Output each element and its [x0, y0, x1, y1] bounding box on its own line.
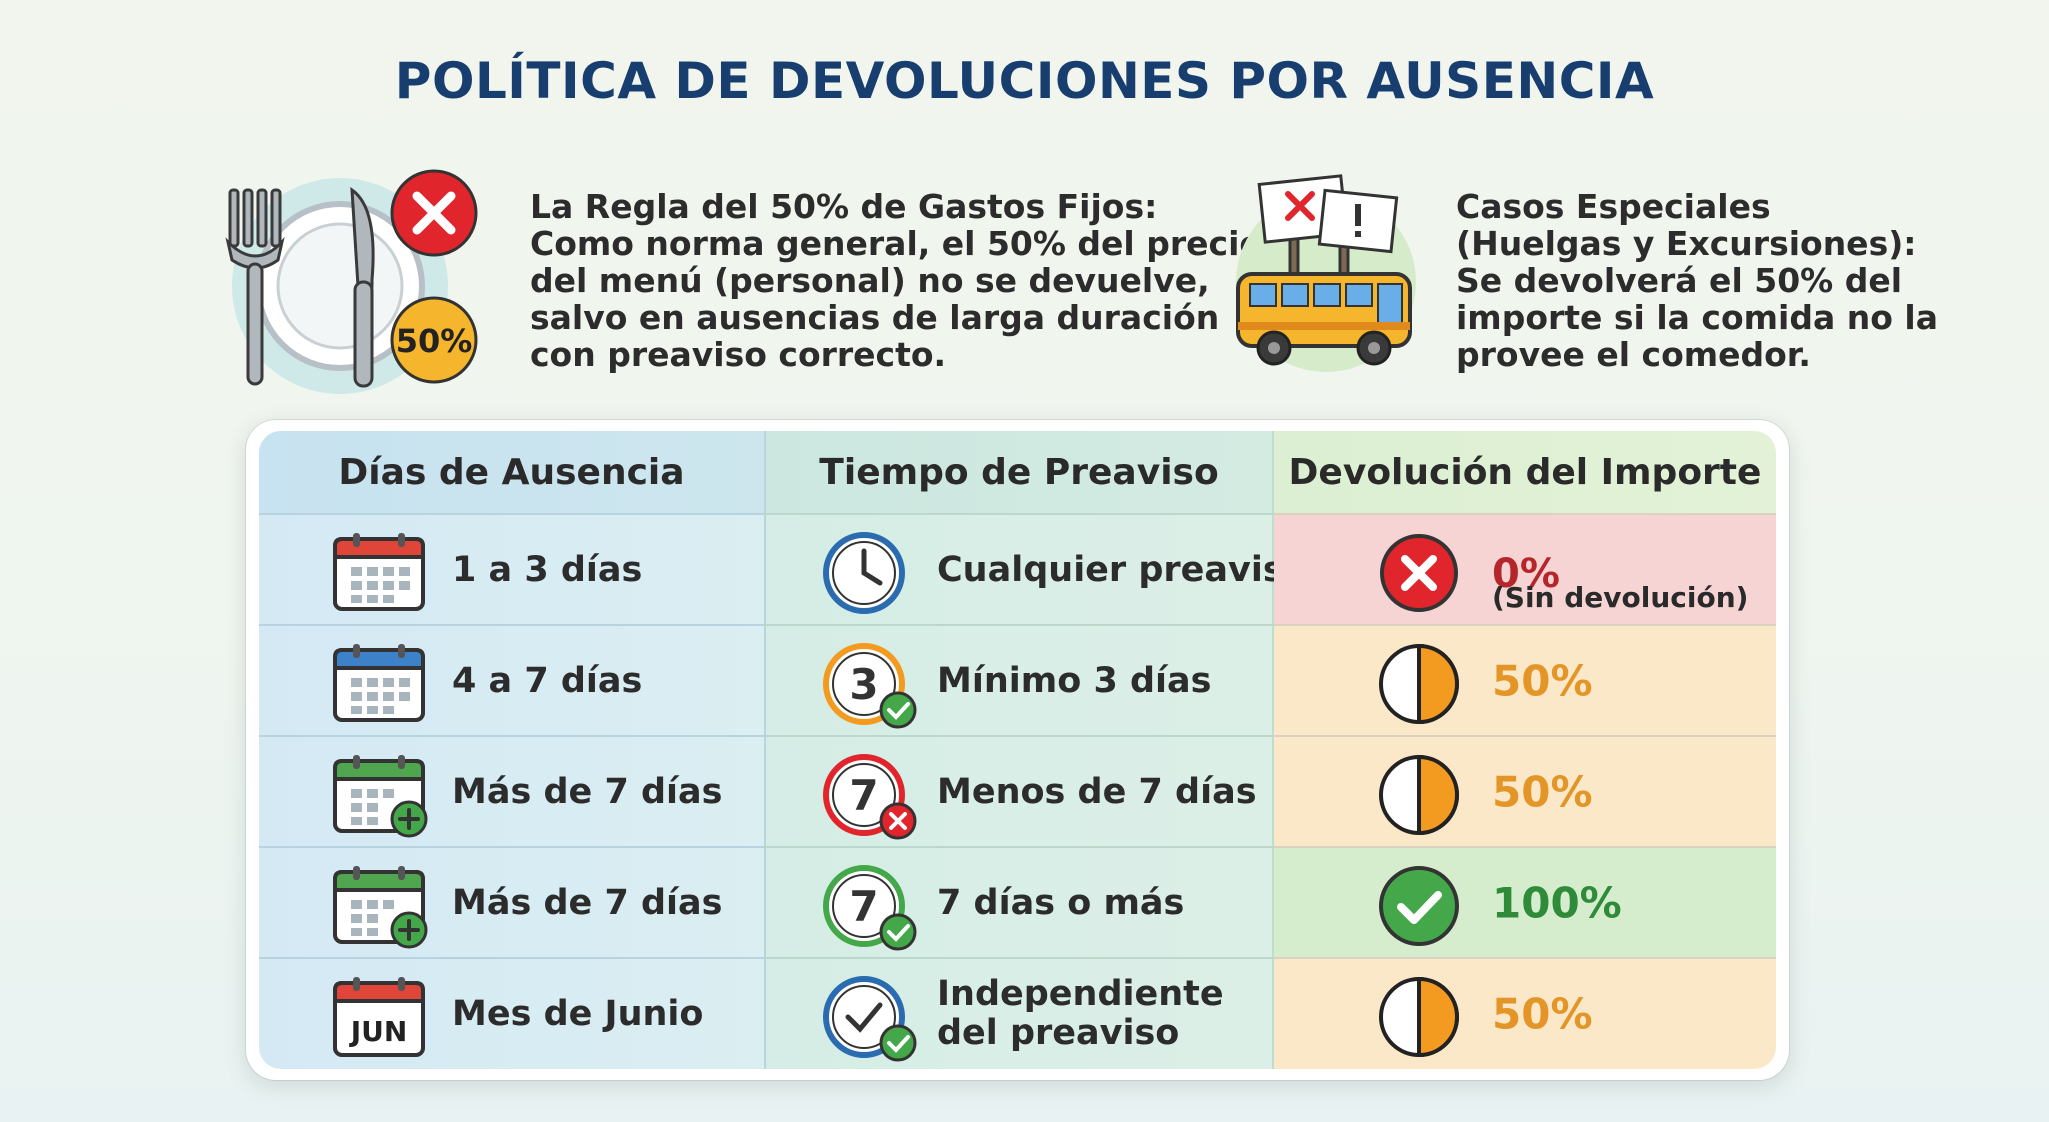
header-refund: Devolución del Importe	[1274, 431, 1776, 513]
refund-percentage: 50%	[1492, 767, 1593, 816]
header-days: Días de Ausencia	[259, 431, 766, 513]
half-circle-icon	[1377, 753, 1467, 841]
calendar-plus-icon	[331, 755, 435, 843]
calendar-icon	[331, 533, 427, 617]
check-circle-icon	[1377, 864, 1467, 952]
days-label: 1 a 3 días	[452, 549, 643, 590]
table-row: 4 a 7 días	[259, 624, 766, 735]
notice-label: Cualquier preaviso	[937, 549, 1308, 590]
table-row: 50%	[1274, 624, 1776, 735]
calendar-june-icon: JUN	[331, 977, 427, 1063]
days-label: Más de 7 días	[452, 771, 723, 812]
days-label: 4 a 7 días	[452, 660, 643, 701]
table-row: Independiente del preaviso	[766, 957, 1274, 1069]
calendar-icon	[331, 644, 427, 728]
timer-check-icon: 7	[818, 864, 922, 958]
half-circle-icon	[1377, 642, 1467, 730]
x-circle-icon	[1377, 531, 1467, 619]
table-row: 1 a 3 días	[259, 513, 766, 624]
refund-percentage: 0%	[1492, 551, 1560, 597]
table-row: 0% (Sin devolución)	[1274, 513, 1776, 624]
table-row: 50%	[1274, 735, 1776, 846]
days-label: Mes de Junio	[452, 994, 704, 1034]
svg-text:7: 7	[849, 771, 878, 820]
timer-x-icon: 7	[818, 753, 922, 847]
svg-text:7: 7	[849, 882, 878, 931]
svg-text:3: 3	[849, 660, 878, 709]
half-circle-icon	[1377, 975, 1467, 1063]
table-row: Cualquier preaviso	[766, 513, 1308, 624]
special-cases-text: Casos Especiales (Huelgas y Excursiones)…	[1456, 187, 1938, 374]
days-label: Más de 7 días	[452, 882, 723, 923]
clock-icon	[818, 531, 918, 621]
fixed-cost-rule-text: La Regla del 50% de Gastos Fijos: Como n…	[530, 187, 1263, 374]
calendar-plus-icon	[331, 866, 435, 954]
table-row: 50%	[1274, 957, 1776, 1069]
clock-check-icon	[818, 975, 922, 1069]
refund-percentage: 50%	[1492, 656, 1593, 705]
notice-label: Mínimo 3 días	[937, 660, 1212, 701]
refund-note: (Sin devolución)	[1492, 581, 1749, 614]
svg-text:50%: 50%	[396, 322, 473, 360]
timer-check-icon: 3	[818, 642, 922, 736]
refund-percentage: 50%	[1492, 989, 1593, 1039]
plate-cutlery-icon: 50%	[222, 168, 482, 398]
table-row: 7 7 días o más	[766, 846, 1274, 957]
table-row: 3 Mínimo 3 días	[766, 624, 1274, 735]
refund-table: Días de Ausencia Tiempo de Preaviso Devo…	[259, 431, 1776, 1069]
page-title: POLÍTICA DE DEVOLUCIONES POR AUSENCIA	[394, 52, 1655, 110]
table-row: Más de 7 días	[259, 735, 766, 846]
table-row: 100%	[1274, 846, 1776, 957]
table-row: 7 Menos de 7 días	[766, 735, 1274, 846]
refund-table-card: Días de Ausencia Tiempo de Preaviso Devo…	[246, 420, 1789, 1080]
table-row: JUN Mes de Junio	[259, 957, 766, 1069]
header-notice: Tiempo de Preaviso	[766, 431, 1274, 513]
notice-label: Independiente del preaviso	[937, 974, 1224, 1053]
table-row: Más de 7 días	[259, 846, 766, 957]
refund-percentage: 100%	[1492, 878, 1622, 927]
notice-label: 7 días o más	[937, 882, 1185, 923]
svg-text:JUN: JUN	[349, 1015, 408, 1048]
bus-strike-icon	[1222, 172, 1427, 381]
notice-label: Menos de 7 días	[937, 771, 1257, 812]
